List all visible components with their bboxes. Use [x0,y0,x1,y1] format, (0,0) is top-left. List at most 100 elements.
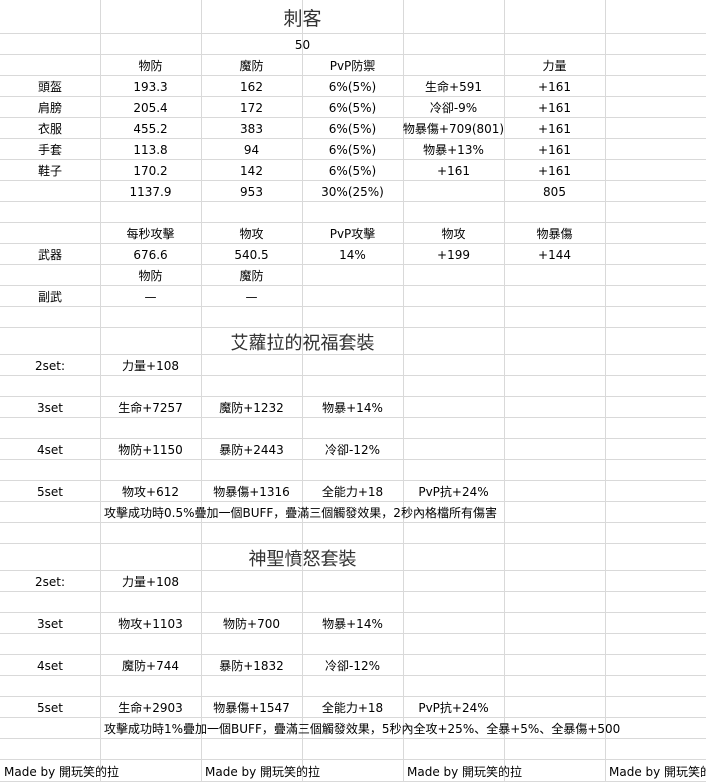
cell: PvP抗+24% [418,485,489,499]
row-line [0,654,706,655]
row-label: 4set [37,442,63,457]
column-line [605,0,606,782]
cell: 全能力+18 [321,485,384,499]
cell: +161 [437,163,470,178]
credit: Made by 開玩笑的拉 [205,764,321,779]
cell: 94 [243,142,260,157]
row-label: 武器 [37,248,62,262]
column-line [100,0,101,782]
row-label: 5set [37,484,63,499]
row-label: 3set [37,616,63,631]
row-line [0,306,706,307]
cell: 物暴+14% [322,401,383,415]
cell: — [245,289,258,304]
cell: 193.3 [133,79,168,94]
row-line [0,264,706,265]
row-line [0,117,706,118]
cell: 6%(5%) [328,121,377,136]
cell: 物防+1150 [118,443,183,457]
cell: 6%(5%) [328,163,377,178]
row-line [0,54,706,55]
cell: 魔防+744 [122,659,179,673]
cell: 物攻+612 [122,485,179,499]
cell: 物防 [138,269,163,283]
cell: 物暴傷 [536,227,573,241]
column-line [403,0,404,782]
cell: 冷卻-12% [324,443,380,457]
cell: 物防+700 [223,617,280,631]
set-note: 攻擊成功時0.5%疊加一個BUFF，疊滿三個觸發效果，2秒內格檔所有傷害 [104,506,497,520]
cell: 455.2 [133,121,168,136]
cell: PvP抗+24% [418,701,489,715]
cell: 142 [240,163,263,178]
row-line [0,417,706,418]
row-line [0,96,706,97]
cell: 物暴傷+1316 [213,485,290,499]
cell: 物防 [138,59,163,73]
cell: +161 [538,100,571,115]
cell: 1137.9 [129,184,172,199]
cell: 383 [240,121,263,136]
row-label: 2set: [34,358,66,373]
cell: +161 [538,121,571,136]
column-line [201,0,202,782]
cell: 162 [240,79,263,94]
row-line [0,375,706,376]
cell: 生命+7257 [118,401,183,415]
cell: 生命+2903 [118,701,183,715]
row-label: 2set: [34,574,66,589]
row-line [0,222,706,223]
row-line [0,33,706,34]
row-line [0,285,706,286]
cell: PvP攻擊 [329,227,376,241]
row-label: 肩膀 [37,101,62,115]
cell: 953 [240,184,263,199]
cell: 力量 [542,59,567,73]
cell: 物攻+1103 [118,617,183,631]
row-line [0,591,706,592]
row-line [0,570,706,571]
cell: 物暴+13% [423,143,484,157]
cell: 170.2 [133,163,168,178]
cell: +161 [538,79,571,94]
credit: Made by 開玩笑的拉 [609,764,706,779]
cell: 805 [543,184,566,199]
row-line [0,180,706,181]
row-line [0,396,706,397]
set-note: 攻擊成功時1%疊加一個BUFF，疊滿三個觸發效果，5秒內全攻+25%、全暴+5%… [104,722,621,736]
row-line [0,201,706,202]
cell: — [144,289,157,304]
row-label: 副武 [37,290,62,304]
cell: 力量+108 [122,575,179,589]
row-label: 衣服 [37,122,62,136]
section-title: 艾蘿拉的祝福套裝 [230,332,375,354]
credit: Made by 開玩笑的拉 [4,764,120,779]
row-label: 5set [37,700,63,715]
cell: 30%(25%) [321,184,384,199]
cell: 物攻 [441,227,466,241]
cell: 6%(5%) [328,79,377,94]
row-line [0,480,706,481]
row-line [0,138,706,139]
row-line [0,543,706,544]
row-line [0,675,706,676]
row-line [0,438,706,439]
column-line [302,0,303,782]
cell: 力量+108 [122,359,179,373]
row-line [0,327,706,328]
row-line [0,612,706,613]
cell: 6%(5%) [328,142,377,157]
row-label: 鞋子 [37,164,62,178]
row-label: 頭盔 [37,80,62,94]
row-line [0,243,706,244]
cell: 魔防+1232 [219,401,284,415]
cell: 全能力+18 [321,701,384,715]
cell: 14% [339,247,366,262]
row-line [0,75,706,76]
cell: 6%(5%) [328,100,377,115]
row-line [0,633,706,634]
row-line [0,501,706,502]
cell: +161 [538,163,571,178]
credit: Made by 開玩笑的拉 [407,764,523,779]
